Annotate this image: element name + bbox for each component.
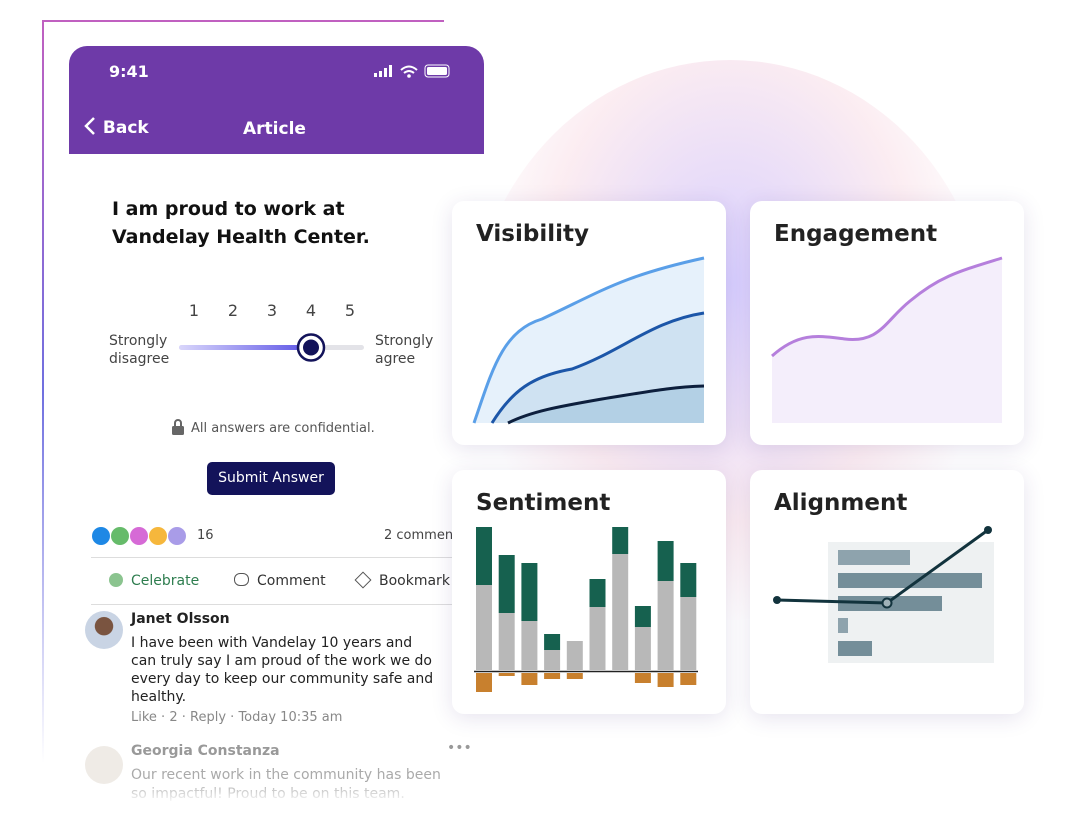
scale-option[interactable]: 1: [188, 301, 200, 320]
confidential-note: All answers are confidential.: [171, 419, 375, 436]
back-button[interactable]: Back: [83, 116, 149, 138]
alignment-card: Alignment: [750, 470, 1024, 714]
comment-text: I have been with Vandelay 10 years and c…: [131, 635, 434, 705]
illustration: [474, 527, 698, 692]
comment-text: Our recent work in the community has bee…: [131, 767, 441, 802]
nav-title: Article: [243, 119, 306, 139]
scale-option[interactable]: 2: [227, 301, 239, 320]
scale-high-label: Strongly agree: [375, 333, 434, 367]
illustration: [773, 526, 994, 663]
note-text: All answers are confidential.: [191, 421, 375, 436]
status-time: 9:41: [109, 62, 149, 81]
back-icon: [84, 117, 95, 135]
comment-meta: Like · 2 · Reply · Today 10:35 am: [131, 710, 343, 725]
reaction-count: 16: [197, 528, 214, 543]
comments-count[interactable]: 2 comments: [384, 528, 465, 543]
bookmark-button[interactable]: Bookmark: [354, 571, 450, 589]
scale-option[interactable]: 4: [305, 301, 317, 320]
lock-icon: [172, 419, 184, 435]
status-icons: [374, 64, 450, 78]
divider: [91, 557, 461, 558]
card-title: Visibility: [476, 221, 589, 247]
visibility-card: Visibility: [452, 201, 726, 445]
action-label: Bookmark: [379, 573, 450, 589]
divider: [91, 604, 461, 605]
card-title: Engagement: [774, 221, 938, 247]
more-menu[interactable]: •••: [447, 740, 472, 756]
comment-time: Today 10:35 am: [238, 710, 343, 725]
card-title: Sentiment: [476, 490, 611, 516]
survey-question: I am proud to work at Vandelay Health Ce…: [112, 198, 370, 248]
comment-author: Janet Olsson: [131, 611, 230, 627]
avatar: [85, 746, 123, 784]
like-count: 2: [169, 710, 178, 725]
scale-option[interactable]: 5: [344, 301, 356, 320]
scale-low-label: Strongly disagree: [109, 333, 170, 367]
avatar: [85, 611, 123, 649]
celebrate-button[interactable]: Celebrate: [109, 573, 199, 589]
reply-button[interactable]: Reply: [190, 710, 227, 725]
scale-option[interactable]: 3: [266, 301, 278, 320]
illustration: [472, 256, 705, 425]
comment-button[interactable]: Comment: [234, 573, 326, 589]
action-label: Comment: [257, 573, 326, 589]
phone: 9:41 Back Article I am proud to work at …: [69, 46, 484, 825]
like-button[interactable]: Like: [131, 710, 157, 725]
card-title: Alignment: [774, 490, 908, 516]
submit-button[interactable]: Submit Answer: [207, 462, 335, 495]
reaction-icons: [92, 527, 186, 545]
slider[interactable]: [174, 329, 374, 369]
comment-author: Georgia Constanza: [131, 743, 280, 759]
sentiment-card: Sentiment: [452, 470, 726, 714]
illustration: [771, 256, 1003, 423]
app-header: 9:41 Back Article: [69, 46, 484, 154]
action-label: Celebrate: [131, 573, 200, 589]
back-label: Back: [102, 118, 149, 138]
engagement-card: Engagement: [750, 201, 1024, 445]
